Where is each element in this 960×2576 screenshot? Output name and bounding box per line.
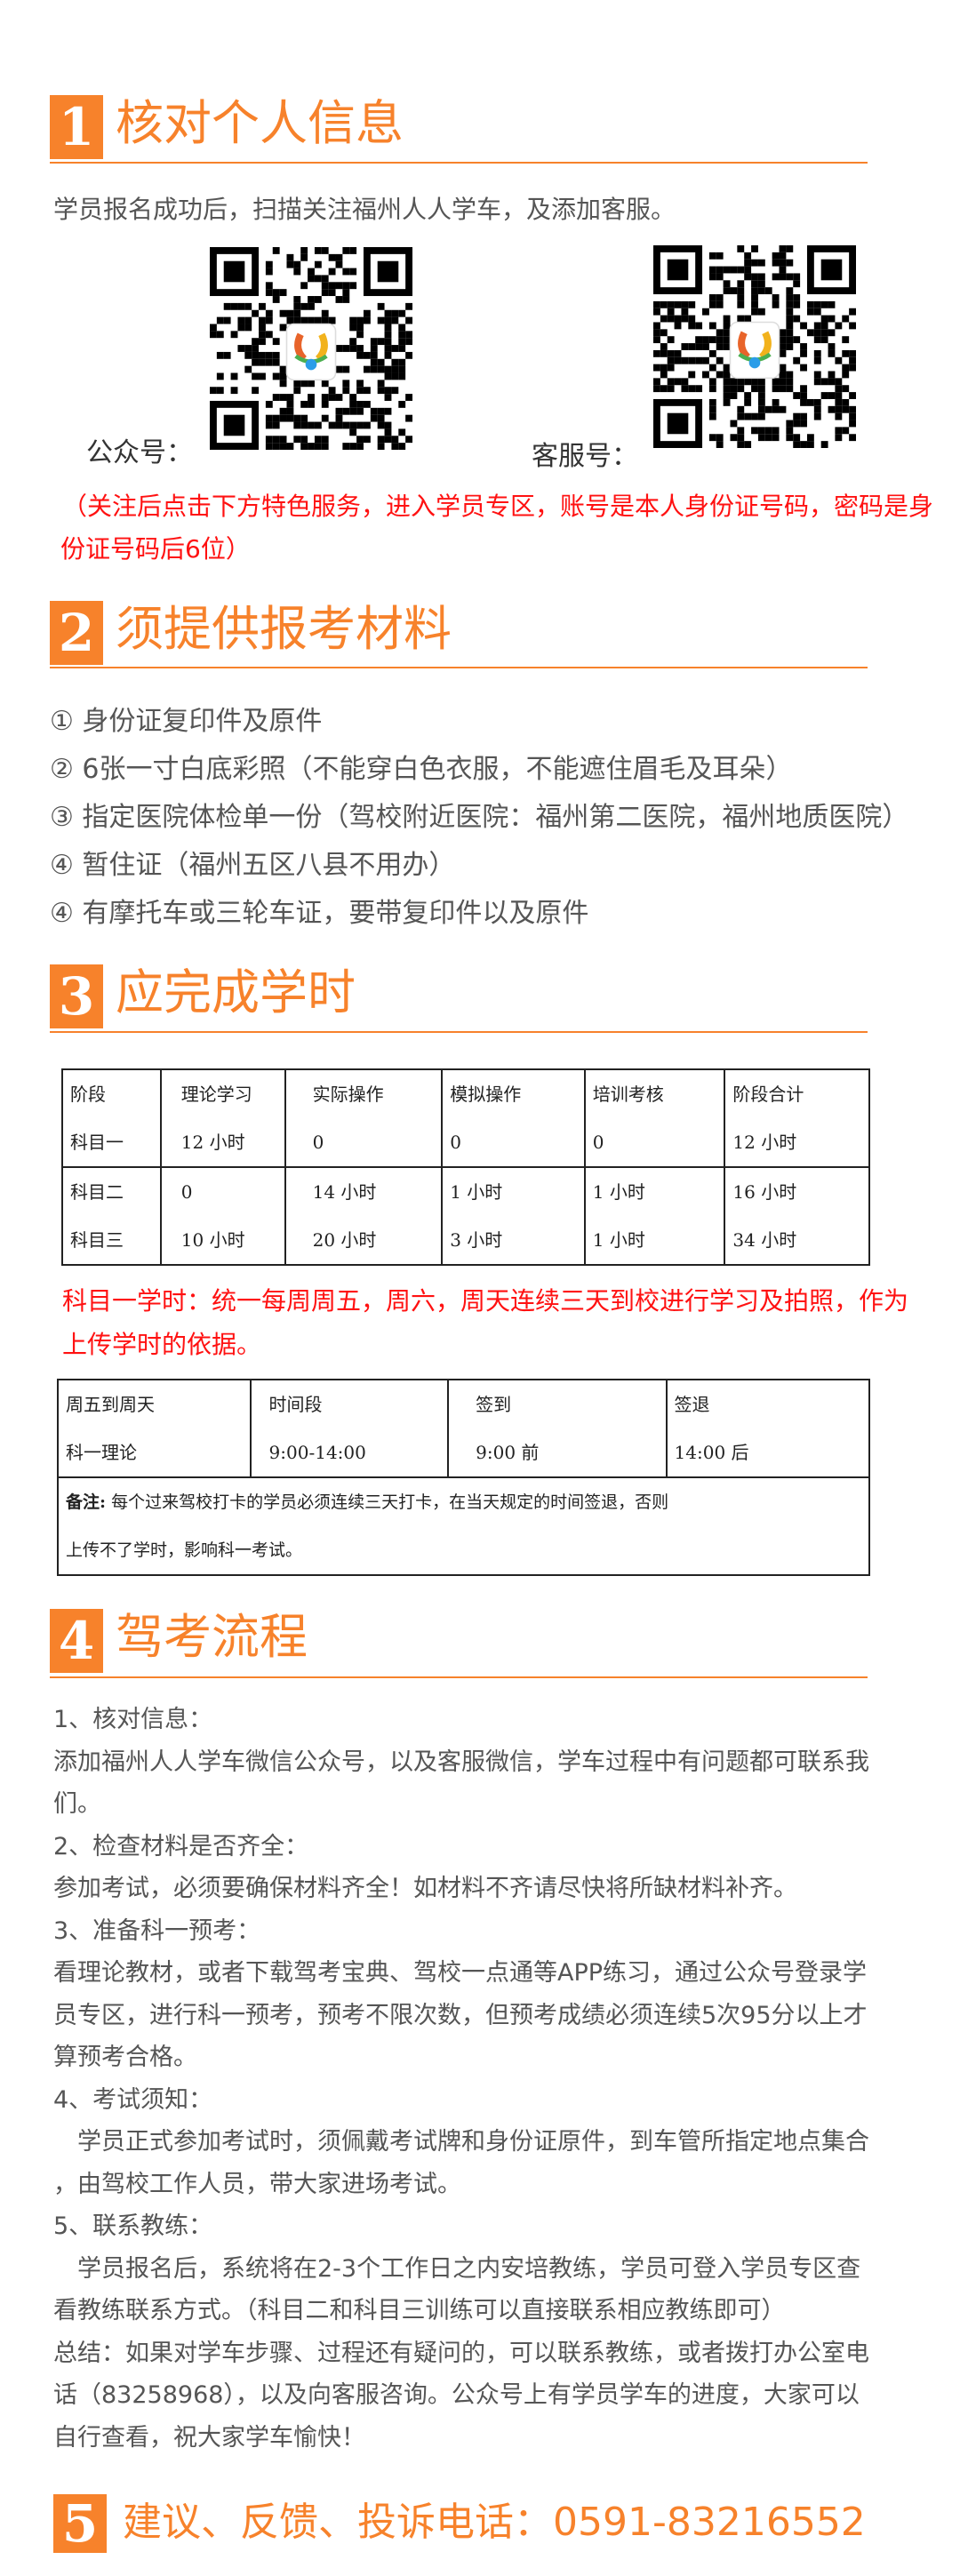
table-cell: 9:00-14:00 bbox=[268, 1442, 366, 1463]
material-item: ④ 有摩托车或三轮车证，要带复印件以及原件 bbox=[50, 898, 589, 929]
table-row: 周五到周天科一理论 时间段 9:00-14:00 签到 9:00 前 签退 14:00… bbox=[57, 1379, 871, 1478]
header-cell: 理论学习 bbox=[180, 1084, 252, 1105]
process-line: 自行查看，祝大家学车愉快！ bbox=[53, 2423, 365, 2452]
process-line: 1、核对信息： bbox=[53, 1706, 213, 1733]
material-item: ④ 暂住证（福州五区八县不用办） bbox=[50, 850, 456, 881]
process-line: 学员正式参加考试时，须佩戴考试牌和身份证原件，到车管所指定地点集合 bbox=[53, 2128, 869, 2156]
header-cell: 培训考核 bbox=[592, 1084, 664, 1105]
section-4-divider bbox=[50, 1676, 868, 1678]
table-cell: 12 小时 bbox=[732, 1132, 797, 1153]
table-cell: 科一理论 bbox=[66, 1442, 137, 1463]
table-cell: 9:00 前 bbox=[476, 1442, 540, 1463]
table-cell: 1 小时 bbox=[450, 1181, 503, 1203]
subject1-note-line2: 上传学时的依据。 bbox=[62, 1330, 262, 1359]
section-3-title: 应完成学时 bbox=[116, 964, 356, 1020]
section-2-number: 2 bbox=[50, 601, 103, 665]
table-cell: 0 bbox=[592, 1132, 604, 1153]
remark-text: 上传不了学时，影响科一考试。 bbox=[66, 1540, 303, 1560]
table-cell: 0 bbox=[180, 1181, 193, 1203]
material-item: ① 身份证复印件及原件 bbox=[50, 706, 323, 737]
table-cell: 34 小时 bbox=[732, 1229, 797, 1251]
header-cell: 实际操作 bbox=[312, 1084, 384, 1105]
table-cell: 1 小时 bbox=[592, 1229, 645, 1251]
table-row: 阶段科目一 理论学习 12 小时 实际操作 0 模拟操作 0 培训考核 0 阶段合计 12… bbox=[61, 1068, 870, 1168]
table-cell: 3 小时 bbox=[450, 1229, 503, 1251]
section-1-title: 核对个人信息 bbox=[116, 95, 404, 151]
process-line: 3、准备科一预考： bbox=[53, 1916, 261, 1945]
exam-process-text: 1、核对信息： 添加福州人人学车微信公众号，以及客服微信，学车过程中有问题都可联… bbox=[53, 1699, 869, 2459]
process-line: 5、联系教练： bbox=[53, 2212, 213, 2240]
section-1-number: 1 bbox=[50, 95, 103, 159]
table-cell: 科目二 bbox=[70, 1181, 124, 1203]
table-cell: 科目一 bbox=[70, 1132, 124, 1153]
table-cell: 12 小时 bbox=[180, 1132, 245, 1153]
study-hours-table: 阶段科目一 理论学习 12 小时 实际操作 0 模拟操作 0 培训考核 0 阶段合计 12… bbox=[61, 1068, 870, 1266]
login-note-line2: 份证号码后6位） bbox=[60, 534, 251, 564]
process-line: 们。 bbox=[53, 1790, 101, 1818]
process-line: 看教练联系方式。（科目二和科目三训练可以直接联系相应教练即可） bbox=[53, 2297, 786, 2324]
process-line: 学员报名后，系统将在2-3个工作日之内安培教练，学员可登入学员专区查 bbox=[53, 2254, 861, 2283]
process-line: 4、考试须知： bbox=[53, 2085, 213, 2114]
table-cell: 0 bbox=[450, 1132, 461, 1153]
process-line: 参加考试，必须要确保材料齐全！如材料不齐请尽快将所缺材料补齐。 bbox=[53, 1875, 797, 1902]
check-in-schedule-table: 周五到周天科一理论 时间段 9:00-14:00 签到 9:00 前 签退 14:00… bbox=[57, 1379, 871, 1576]
login-note-line1: （关注后点击下方特色服务，进入学员专区，账号是本人身份证号码，密码是身 bbox=[62, 492, 934, 521]
qr-public-label: 公众号： bbox=[86, 437, 193, 468]
process-line: 添加福州人人学车微信公众号，以及客服微信，学车过程中有问题都可联系我 bbox=[53, 1748, 869, 1776]
qr-service-label: 客服号： bbox=[532, 441, 638, 472]
process-line: 话（83258968），以及向客服咨询。公众号上有学员学车的进度，大家可以 bbox=[53, 2381, 860, 2409]
header-cell: 签到 bbox=[476, 1394, 512, 1415]
table-cell: 16 小时 bbox=[732, 1181, 797, 1203]
table-row: 备注: 每个过来驾校打卡的学员必须连续三天打卡，在当天规定的时间签退，否则上传不… bbox=[57, 1476, 870, 1576]
material-item: ② 6张一寸白底彩照（不能穿白色衣服，不能遮住眉毛及耳朵） bbox=[50, 754, 793, 785]
contact-phone-title: 建议、反馈、投诉电话：0591-83216552 bbox=[123, 2500, 866, 2545]
remark-label: 备注: bbox=[66, 1492, 107, 1512]
section-3-divider bbox=[50, 1031, 868, 1033]
section-2-divider bbox=[50, 667, 868, 668]
table-cell: 14:00 后 bbox=[674, 1442, 749, 1463]
header-cell: 阶段合计 bbox=[732, 1084, 804, 1105]
subject1-note-line1: 科目一学时：统一每周周五，周六，周天连续三天到校进行学习及拍照，作为 bbox=[62, 1286, 909, 1316]
section-1-divider bbox=[50, 162, 868, 164]
header-cell: 签退 bbox=[674, 1394, 710, 1415]
process-line: 看理论教材，或者下载驾考宝典、驾校一点通等APP练习，通过公众号登录学 bbox=[53, 1959, 868, 1987]
process-line: 总结：如果对学车步骤、过程还有疑问的，可以联系教练，或者拨打办公室电 bbox=[53, 2339, 869, 2367]
header-cell: 阶段 bbox=[70, 1084, 106, 1105]
header-cell: 周五到周天 bbox=[66, 1394, 155, 1415]
qr-code-public-account bbox=[210, 247, 412, 450]
header-cell: 时间段 bbox=[268, 1394, 323, 1415]
table-cell: 20 小时 bbox=[312, 1229, 377, 1251]
table-cell: 14 小时 bbox=[312, 1181, 377, 1203]
table-cell: 1 小时 bbox=[592, 1181, 645, 1203]
material-item: ③ 指定医院体检单一份（驾校附近医院：福州第二医院，福州地质医院） bbox=[50, 802, 909, 833]
table-cell: 10 小时 bbox=[180, 1229, 245, 1251]
process-line: 2、检查材料是否齐全： bbox=[53, 1832, 309, 1860]
intro-text: 学员报名成功后，扫描关注福州人人学车，及添加客服。 bbox=[53, 195, 676, 224]
table-row: 科目二科目三 0 10 小时 14 小时 20 小时 1 小时 3 小时 1 小时 1 … bbox=[61, 1166, 870, 1266]
table-cell: 0 bbox=[312, 1132, 324, 1153]
section-4-title: 驾考流程 bbox=[116, 1609, 308, 1665]
section-4-number: 4 bbox=[50, 1609, 103, 1673]
section-2-title: 须提供报考材料 bbox=[116, 601, 452, 657]
remark-text: 每个过来驾校打卡的学员必须连续三天打卡，在当天规定的时间签退，否则 bbox=[111, 1492, 669, 1512]
section-3-number: 3 bbox=[50, 964, 103, 1028]
process-line: 算预考合格。 bbox=[53, 2044, 197, 2071]
process-line: 员专区，进行科一预考，预考不限次数，但预考成绩必须连续5次95分以上才 bbox=[53, 2001, 868, 2029]
process-line: ，由驾校工作人员，带大家进场考试。 bbox=[53, 2170, 461, 2198]
table-cell: 科目三 bbox=[70, 1229, 124, 1251]
header-cell: 模拟操作 bbox=[450, 1084, 522, 1105]
qr-code-customer-service bbox=[653, 245, 856, 448]
section-5-number: 5 bbox=[53, 2494, 107, 2553]
